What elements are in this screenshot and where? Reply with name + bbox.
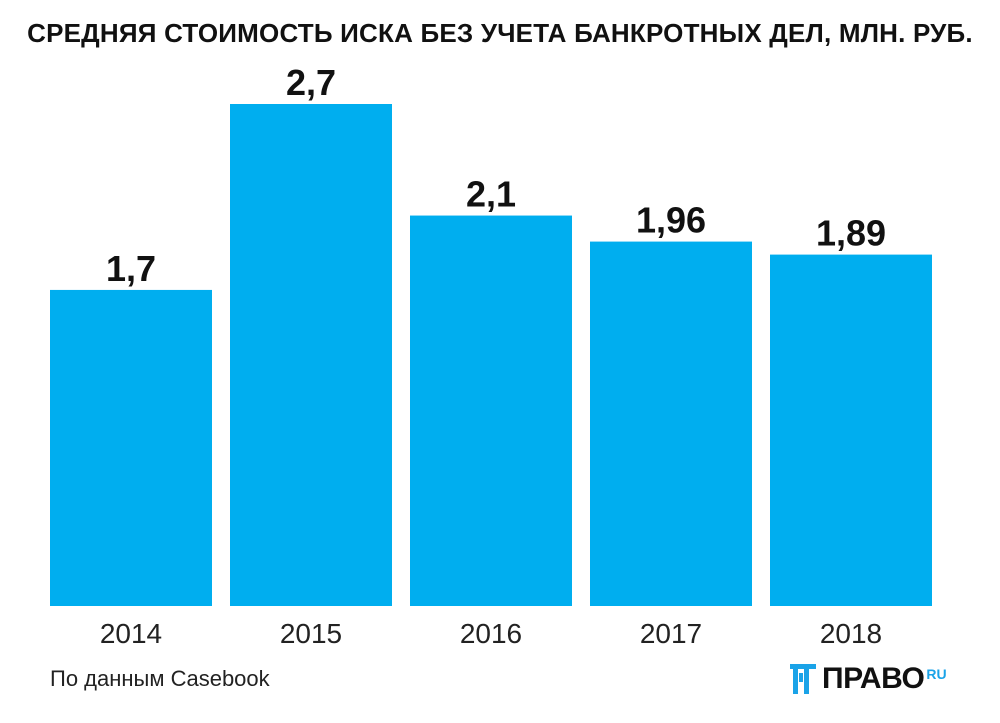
value-label-2014: 1,7 <box>106 248 156 289</box>
category-label-2018: 2018 <box>820 618 882 649</box>
chart-title: СРЕДНЯЯ СТОИМОСТЬ ИСКА БЕЗ УЧЕТА БАНКРОТ… <box>27 18 973 48</box>
bar-2016 <box>410 215 572 607</box>
category-label-2017: 2017 <box>640 618 702 649</box>
bars-group <box>50 104 932 607</box>
category-label-2015: 2015 <box>280 618 342 649</box>
category-labels-group: 2014 2015 2016 2017 2018 <box>100 618 882 649</box>
category-label-2016: 2016 <box>460 618 522 649</box>
value-label-2016: 2,1 <box>466 174 516 215</box>
bar-2017 <box>590 241 752 606</box>
bar-2015 <box>230 104 392 606</box>
value-label-2017: 1,96 <box>636 200 706 241</box>
value-label-2018: 1,89 <box>816 213 886 254</box>
logo-superscript: RU <box>926 666 947 682</box>
value-label-2015: 2,7 <box>286 62 336 103</box>
bar-2014 <box>50 289 212 606</box>
pravo-logo-icon <box>790 664 816 694</box>
bar-2018 <box>770 254 932 606</box>
logo-text: ПРАВО <box>822 662 925 695</box>
pravo-ru-logo: ПРАВО RU <box>790 660 947 700</box>
category-label-2014: 2014 <box>100 618 162 649</box>
value-labels-group: 1,7 2,7 2,1 1,96 1,89 <box>106 62 886 289</box>
source-note: По данным Casebook <box>50 666 270 691</box>
